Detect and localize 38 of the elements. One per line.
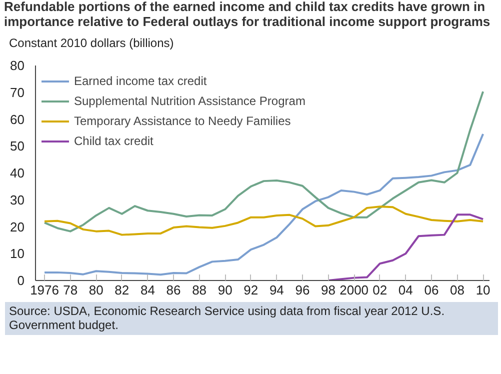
line-series bbox=[327, 214, 484, 281]
y-tick-label: 0 bbox=[17, 273, 25, 288]
y-tick-label: 60 bbox=[10, 112, 25, 127]
legend-label: Earned income tax credit bbox=[74, 74, 207, 88]
line-series bbox=[44, 206, 484, 236]
x-tick-label: 02 bbox=[372, 282, 388, 298]
x-tick-label: 88 bbox=[192, 282, 207, 298]
x-tick-label: 92 bbox=[244, 282, 258, 298]
y-tick-label: 40 bbox=[10, 166, 25, 181]
y-tick-label: 20 bbox=[10, 219, 25, 234]
chart-title: Refundable portions of the earned income and child tax credits have grown in importance relative to Federal outlays for traditional income support programs bbox=[4, 0, 490, 29]
source-note: Source: USDA, Economic Research Service using data from fiscal year 2012 U.S. Government budget. bbox=[9, 304, 446, 333]
y-axis-title: Constant 2010 dollars (billions) bbox=[9, 34, 174, 52]
x-tick-label: 94 bbox=[269, 282, 284, 298]
x-tick-label: 80 bbox=[88, 282, 104, 298]
x-tick-label: 2000 bbox=[340, 282, 369, 298]
x-tick-label: 96 bbox=[295, 282, 310, 298]
y-tick-label: 70 bbox=[10, 84, 25, 100]
x-tick-label: 90 bbox=[218, 282, 232, 298]
y-tick-label: 10 bbox=[10, 246, 25, 262]
x-tick-label: 04 bbox=[398, 282, 413, 298]
legend-label: Temporary Assistance to Needy Families bbox=[74, 114, 291, 128]
y-tick-label: 80 bbox=[10, 58, 25, 74]
x-tick-label: 86 bbox=[166, 282, 181, 298]
y-tick-label: 30 bbox=[10, 192, 25, 208]
x-tick-label: 78 bbox=[63, 282, 78, 298]
line-series bbox=[44, 90, 484, 232]
x-tick-label: 82 bbox=[114, 282, 130, 298]
legend-label: Supplemental Nutrition Assistance Program bbox=[74, 94, 306, 108]
x-tick-label: 1976 bbox=[30, 282, 59, 298]
x-tick-label: 10 bbox=[476, 282, 490, 298]
x-tick-label: 84 bbox=[140, 282, 155, 298]
x-tick-label: 98 bbox=[321, 282, 336, 298]
legend-label: Child tax credit bbox=[74, 134, 154, 148]
y-tick-label: 50 bbox=[10, 138, 25, 154]
line-series bbox=[44, 133, 484, 276]
x-tick-label: 08 bbox=[450, 282, 464, 298]
x-tick-label: 06 bbox=[424, 282, 439, 298]
